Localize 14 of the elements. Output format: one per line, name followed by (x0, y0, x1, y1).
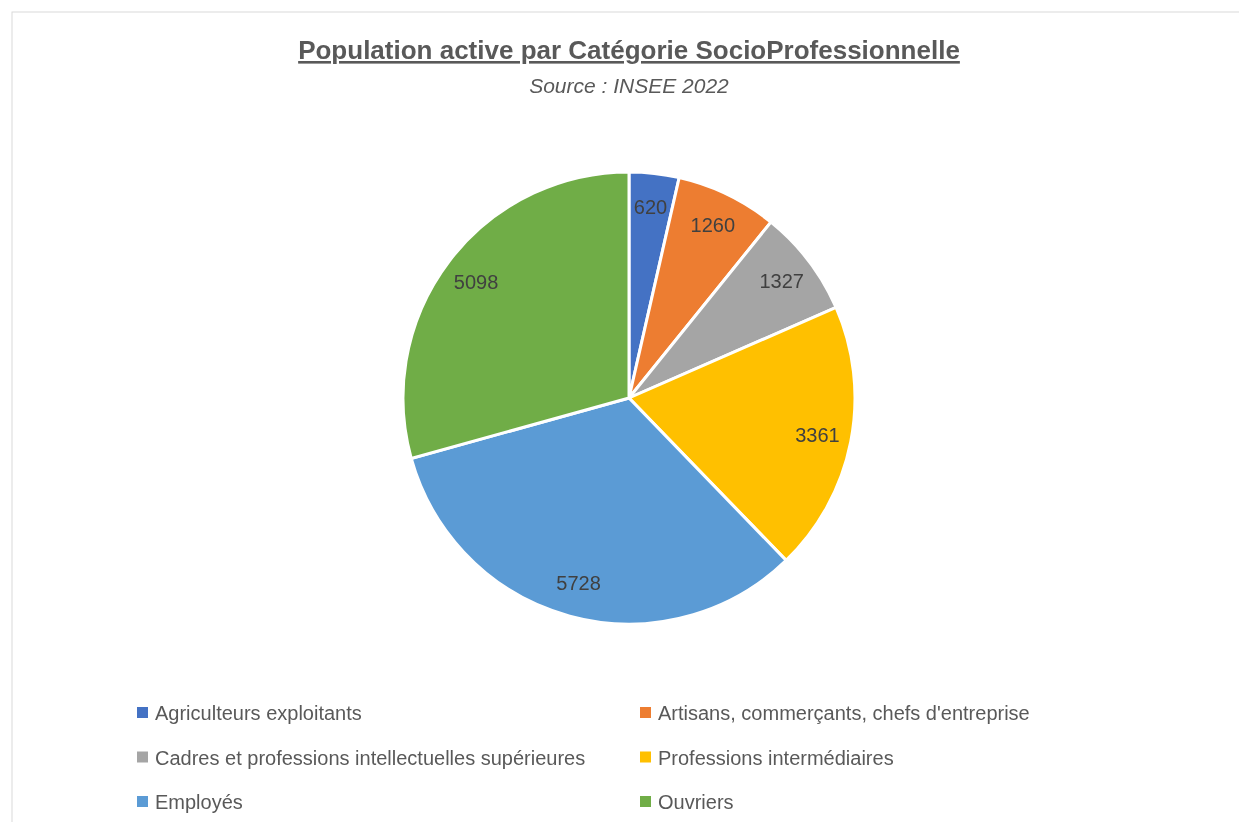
data-label: 5098 (453, 270, 499, 293)
data-label: 1260 (690, 214, 736, 237)
data-label: 620 (633, 196, 668, 219)
legend-label: Professions intermédiaires (658, 746, 894, 769)
data-label: 3361 (795, 424, 840, 447)
legend-label: Artisans, commerçants, chefs d'entreprise (658, 702, 1030, 724)
data-label: 1327 (759, 270, 804, 293)
legend-label: Ouvriers (658, 791, 734, 813)
legend-label: Employés (155, 791, 243, 813)
data-label: 5728 (556, 572, 601, 595)
legend-label: Cadres et professions intellectuelles supérieures (155, 746, 586, 769)
chart-title: Population active par Catégorie SocioProfessionnelle (298, 35, 960, 65)
chart-subtitle: Source : INSEE 2022 (529, 74, 730, 97)
legend-label: Agriculteurs exploitants (155, 702, 362, 724)
